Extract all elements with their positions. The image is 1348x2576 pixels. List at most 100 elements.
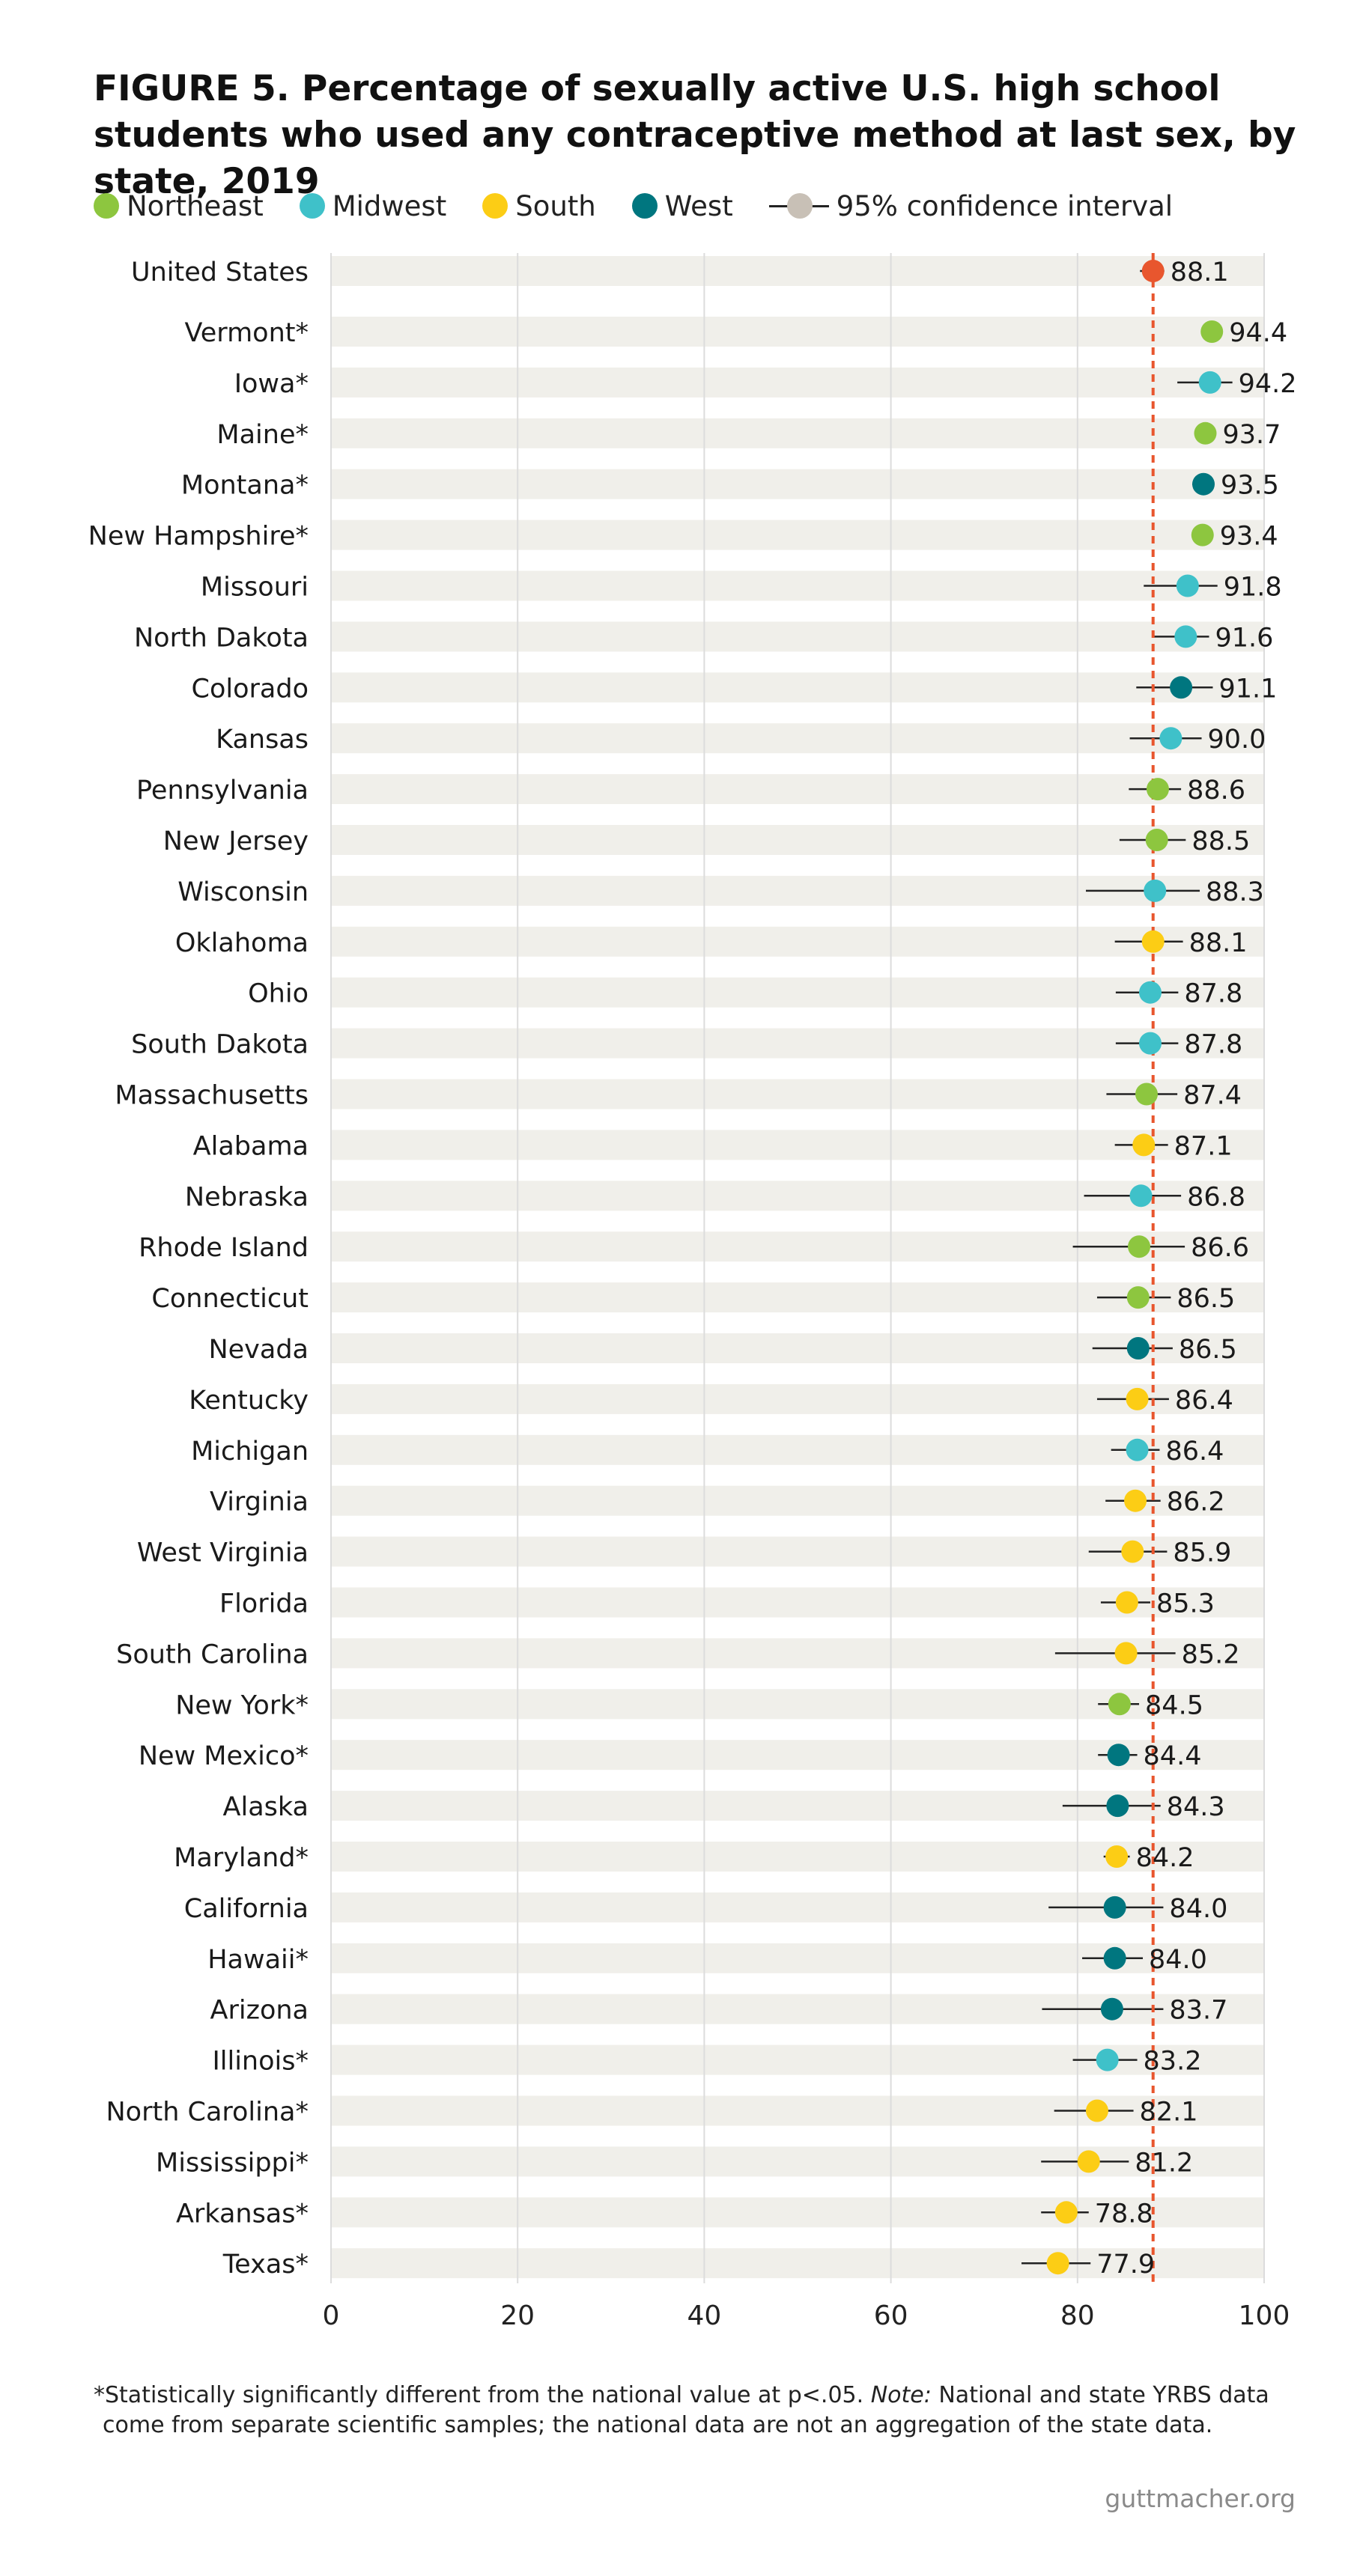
value-label-maryland: 84.2 bbox=[1136, 1843, 1194, 1873]
data-point-montana bbox=[1192, 472, 1215, 496]
row-band-new-hampshire bbox=[331, 520, 1264, 550]
data-point-arkansas bbox=[1054, 2201, 1078, 2224]
value-label-maine: 93.7 bbox=[1223, 420, 1281, 450]
data-point-ohio bbox=[1138, 981, 1162, 1004]
row-band-kansas bbox=[331, 723, 1264, 754]
value-label-united-states: 88.1 bbox=[1171, 258, 1229, 287]
value-label-texas: 77.9 bbox=[1096, 2250, 1155, 2280]
value-label-new-jersey: 88.5 bbox=[1191, 826, 1250, 856]
row-band-iowa bbox=[331, 367, 1264, 398]
row-band-arkansas bbox=[331, 2197, 1264, 2228]
row-label-arizona: Arizona bbox=[210, 1996, 309, 2026]
data-point-virginia bbox=[1124, 1489, 1147, 1512]
data-point-california bbox=[1103, 1896, 1126, 1919]
value-label-pennsylvania: 88.6 bbox=[1187, 776, 1245, 806]
value-label-montana: 93.5 bbox=[1221, 471, 1279, 501]
row-label-massachusetts: Massachusetts bbox=[115, 1081, 309, 1111]
row-label-iowa: Iowa* bbox=[234, 369, 309, 399]
row-label-pennsylvania: Pennsylvania bbox=[136, 776, 309, 806]
data-point-south-dakota bbox=[1138, 1032, 1162, 1055]
row-label-new-york: New York* bbox=[175, 1690, 309, 1720]
west-dot-icon bbox=[631, 193, 658, 219]
data-point-alaska bbox=[1106, 1794, 1129, 1818]
value-label-arkansas: 78.8 bbox=[1095, 2199, 1153, 2229]
value-label-south-carolina: 85.2 bbox=[1182, 1639, 1240, 1669]
data-point-new-york bbox=[1108, 1693, 1131, 1716]
row-label-connecticut: Connecticut bbox=[151, 1284, 309, 1314]
value-label-north-carolina: 82.1 bbox=[1140, 2098, 1198, 2128]
row-label-colorado: Colorado bbox=[192, 674, 309, 704]
legend-item-south: South bbox=[482, 190, 596, 222]
data-point-hawaii bbox=[1103, 1946, 1126, 1970]
data-point-illinois bbox=[1096, 2048, 1119, 2071]
row-label-nebraska: Nebraska bbox=[185, 1182, 309, 1212]
legend-item-midwest: Midwest bbox=[299, 190, 446, 222]
data-point-maine bbox=[1194, 421, 1217, 445]
value-label-ohio: 87.8 bbox=[1184, 979, 1242, 1009]
row-label-new-hampshire: New Hampshire* bbox=[88, 522, 309, 552]
row-label-south-dakota: South Dakota bbox=[131, 1030, 309, 1060]
footnote-text-a: *Statistically significantly different f… bbox=[94, 2382, 871, 2408]
legend-item-west: West bbox=[631, 189, 733, 222]
value-label-alaska: 84.3 bbox=[1167, 1792, 1225, 1822]
x-tick-label-60: 60 bbox=[874, 2301, 908, 2331]
value-label-michigan: 86.4 bbox=[1165, 1437, 1224, 1467]
value-label-california: 84.0 bbox=[1169, 1894, 1227, 1924]
value-label-oklahoma: 88.1 bbox=[1189, 928, 1248, 958]
value-label-wisconsin: 88.3 bbox=[1206, 877, 1264, 907]
data-point-colorado bbox=[1170, 676, 1193, 699]
row-label-arkansas: Arkansas* bbox=[176, 2199, 309, 2229]
confidence-interval-icon bbox=[768, 193, 829, 219]
row-label-united-states: United States bbox=[131, 258, 309, 287]
data-point-nevada bbox=[1126, 1337, 1150, 1359]
row-band-texas bbox=[331, 2248, 1264, 2279]
data-point-kentucky bbox=[1126, 1387, 1149, 1410]
row-label-ohio: Ohio bbox=[248, 979, 309, 1009]
value-label-nevada: 86.5 bbox=[1179, 1335, 1237, 1365]
footnote-text-line2: come from separate scientific samples; t… bbox=[103, 2412, 1213, 2438]
value-label-nebraska: 86.8 bbox=[1187, 1182, 1245, 1212]
x-tick-label-20: 20 bbox=[500, 2301, 535, 2331]
row-band-michigan bbox=[331, 1434, 1264, 1465]
row-label-mississippi: Mississippi* bbox=[156, 2148, 309, 2178]
row-label-wisconsin: Wisconsin bbox=[177, 877, 309, 907]
value-label-iowa: 94.2 bbox=[1239, 369, 1297, 399]
row-band-united-states bbox=[331, 256, 1264, 286]
x-tick-label-80: 80 bbox=[1060, 2301, 1095, 2331]
row-band-vermont bbox=[331, 317, 1264, 347]
row-label-west-virginia: West Virginia bbox=[137, 1538, 309, 1568]
row-label-rhode-island: Rhode Island bbox=[139, 1233, 309, 1263]
value-label-missouri: 91.8 bbox=[1224, 573, 1282, 603]
legend-label-confidence-interval: 95% confidence interval bbox=[836, 189, 1174, 222]
row-label-florida: Florida bbox=[219, 1589, 309, 1619]
value-label-alabama: 87.1 bbox=[1174, 1131, 1233, 1161]
data-point-united-states bbox=[1141, 260, 1165, 282]
row-label-alaska: Alaska bbox=[223, 1792, 309, 1822]
data-point-kansas bbox=[1159, 727, 1182, 750]
row-label-maryland: Maryland* bbox=[174, 1843, 309, 1873]
value-label-connecticut: 86.5 bbox=[1177, 1284, 1235, 1314]
data-point-nebraska bbox=[1129, 1184, 1153, 1208]
data-point-texas bbox=[1046, 2252, 1069, 2275]
northeast-dot-icon bbox=[94, 193, 119, 219]
data-point-arizona bbox=[1100, 1997, 1123, 2021]
row-label-virginia: Virginia bbox=[210, 1488, 309, 1517]
legend-label-south: South bbox=[515, 189, 596, 222]
row-band-ohio bbox=[331, 977, 1264, 1008]
row-label-new-mexico: New Mexico* bbox=[139, 1741, 309, 1771]
data-point-massachusetts bbox=[1135, 1083, 1159, 1106]
legend-label-west: West bbox=[664, 189, 733, 222]
x-tick-label-0: 0 bbox=[323, 2301, 340, 2331]
row-label-south-carolina: South Carolina bbox=[116, 1639, 309, 1669]
value-label-kentucky: 86.4 bbox=[1175, 1386, 1233, 1416]
data-point-new-hampshire bbox=[1191, 523, 1214, 546]
data-point-florida bbox=[1115, 1591, 1138, 1614]
footnote: *Statistically significantly different f… bbox=[94, 2381, 1307, 2440]
chart-title: FIGURE 5. Percentage of sexually active … bbox=[94, 68, 1296, 202]
row-band-north-dakota bbox=[331, 621, 1264, 652]
data-point-north-dakota bbox=[1174, 625, 1197, 648]
value-label-vermont: 94.4 bbox=[1229, 318, 1287, 348]
value-label-new-hampshire: 93.4 bbox=[1220, 522, 1278, 552]
legend-item-northeast: Northeast bbox=[94, 190, 264, 222]
